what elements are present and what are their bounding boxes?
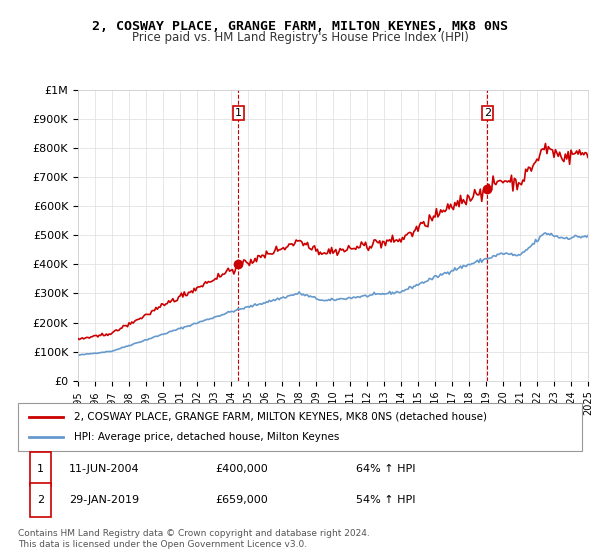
Text: 1: 1 bbox=[37, 464, 44, 474]
FancyBboxPatch shape bbox=[31, 483, 51, 517]
Text: 54% ↑ HPI: 54% ↑ HPI bbox=[356, 495, 416, 505]
Text: £659,000: £659,000 bbox=[215, 495, 268, 505]
Text: 11-JUN-2004: 11-JUN-2004 bbox=[69, 464, 139, 474]
FancyBboxPatch shape bbox=[18, 403, 582, 451]
Text: Price paid vs. HM Land Registry's House Price Index (HPI): Price paid vs. HM Land Registry's House … bbox=[131, 31, 469, 44]
Text: 64% ↑ HPI: 64% ↑ HPI bbox=[356, 464, 416, 474]
Text: 2, COSWAY PLACE, GRANGE FARM, MILTON KEYNES, MK8 0NS: 2, COSWAY PLACE, GRANGE FARM, MILTON KEY… bbox=[92, 20, 508, 32]
Text: Contains HM Land Registry data © Crown copyright and database right 2024.
This d: Contains HM Land Registry data © Crown c… bbox=[18, 529, 370, 549]
Text: 2: 2 bbox=[484, 108, 491, 118]
Text: 2: 2 bbox=[37, 495, 44, 505]
Text: 2, COSWAY PLACE, GRANGE FARM, MILTON KEYNES, MK8 0NS (detached house): 2, COSWAY PLACE, GRANGE FARM, MILTON KEY… bbox=[74, 412, 487, 422]
FancyBboxPatch shape bbox=[31, 452, 51, 486]
Text: HPI: Average price, detached house, Milton Keynes: HPI: Average price, detached house, Milt… bbox=[74, 432, 340, 442]
Text: 29-JAN-2019: 29-JAN-2019 bbox=[69, 495, 139, 505]
Text: £400,000: £400,000 bbox=[215, 464, 268, 474]
Text: 1: 1 bbox=[235, 108, 242, 118]
